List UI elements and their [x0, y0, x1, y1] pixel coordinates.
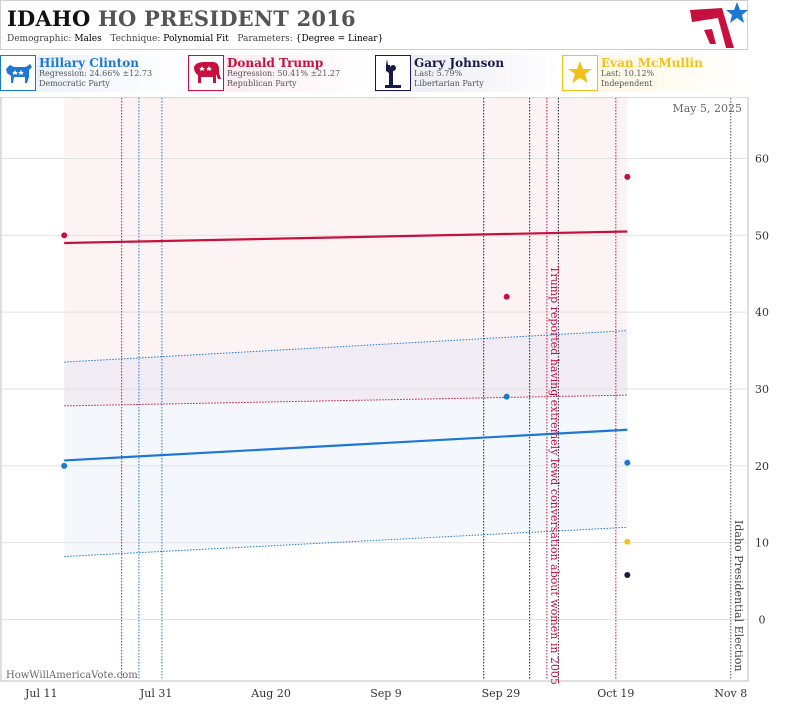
candidate-stat: Regression: 24.66% ±12.73	[39, 69, 153, 78]
candidate-party: Republican Party	[227, 79, 297, 88]
demographic-value: Males	[74, 34, 102, 44]
technique-label: Technique:	[110, 34, 161, 44]
chart-parameters: Demographic: Males Technique: Polynomial…	[7, 34, 383, 44]
candidate-name: Donald Trump	[227, 56, 324, 70]
candidate-party: Independent	[601, 79, 653, 88]
x-tick-label: Nov 8	[714, 687, 747, 700]
y-tick-label: 10	[755, 537, 769, 550]
demographic-label: Demographic:	[7, 34, 72, 44]
candidate-name: Evan McMullin	[601, 56, 703, 70]
band-bound-line	[64, 526, 628, 558]
elephant-icon	[188, 55, 224, 91]
x-tick-label: Sep 29	[482, 687, 521, 700]
candidate-name: Hillary Clinton	[39, 56, 139, 70]
title-state: IDAHO	[7, 6, 91, 31]
donkey-icon	[0, 55, 36, 91]
polling-chart: 0 10 20 30 40 50 60 Jul 11 Jul 31 Aug 20 Sep 9 Sep …	[0, 97, 769, 700]
date-stamp: May 5, 2025	[672, 102, 742, 115]
candidate-stat: Last: 10.12%	[601, 69, 655, 78]
confidence-band	[64, 330, 628, 557]
y-tick-label: 60	[755, 152, 769, 165]
liberty-statue-icon	[375, 55, 411, 91]
watermark: HowWillAmericaVote.com	[6, 670, 138, 681]
x-tick-label: Jul 31	[139, 687, 173, 700]
data-point	[624, 459, 631, 466]
title-rest: HO PRESIDENT 2016	[97, 6, 356, 31]
x-tick-label: Jul 11	[24, 687, 58, 700]
parameters-value: {Degree = Linear}	[295, 34, 384, 44]
trend-line	[64, 230, 628, 245]
y-tick-label: 50	[755, 229, 769, 242]
data-point	[624, 538, 631, 545]
band-bound-line	[64, 330, 628, 363]
flag-star-logo-icon	[690, 2, 748, 48]
data-point	[503, 293, 510, 300]
x-tick-label: Oct 19	[597, 687, 634, 700]
header-frame	[0, 0, 748, 50]
legend-item-johnson: Gary Johnson Last: 5.79% Libertarian Par…	[375, 55, 560, 92]
data-point	[624, 173, 631, 180]
y-tick-label: 40	[755, 306, 769, 319]
legend-item-clinton: Hillary Clinton Regression: 24.66% ±12.7…	[0, 55, 185, 92]
event-annotation: Trump reported having extremely lewd con…	[548, 266, 561, 685]
candidate-stat: Regression: 50.41% ±21.27	[227, 69, 341, 78]
y-tick-label: 0	[759, 614, 766, 627]
y-tick-label: 30	[755, 383, 769, 396]
candidate-stat: Last: 5.79%	[414, 69, 463, 78]
data-point	[61, 232, 68, 239]
candidate-party: Democratic Party	[39, 79, 110, 88]
candidate-name: Gary Johnson	[414, 56, 505, 70]
parameters-label: Parameters:	[237, 34, 293, 44]
x-tick-label: Aug 20	[250, 687, 291, 700]
data-point	[61, 462, 68, 469]
confidence-band	[64, 97, 628, 406]
legend-item-mcmullin: Evan McMullin Last: 10.12% Independent	[562, 55, 747, 92]
band-bound-line	[64, 394, 628, 407]
legend-item-trump: Donald Trump Regression: 50.41% ±21.27 R…	[188, 55, 373, 92]
x-tick-label: Sep 9	[370, 687, 402, 700]
candidate-party: Libertarian Party	[414, 79, 484, 88]
trend-line	[64, 428, 628, 462]
data-point	[624, 572, 631, 579]
page-title: IDAHO HO PRESIDENT 2016	[7, 6, 356, 31]
technique-value: Polynomial Fit	[163, 34, 229, 44]
data-point	[503, 393, 510, 400]
event-annotation: Idaho Presidential Election	[732, 520, 745, 672]
y-tick-label: 20	[755, 460, 769, 473]
star-icon	[562, 55, 598, 91]
